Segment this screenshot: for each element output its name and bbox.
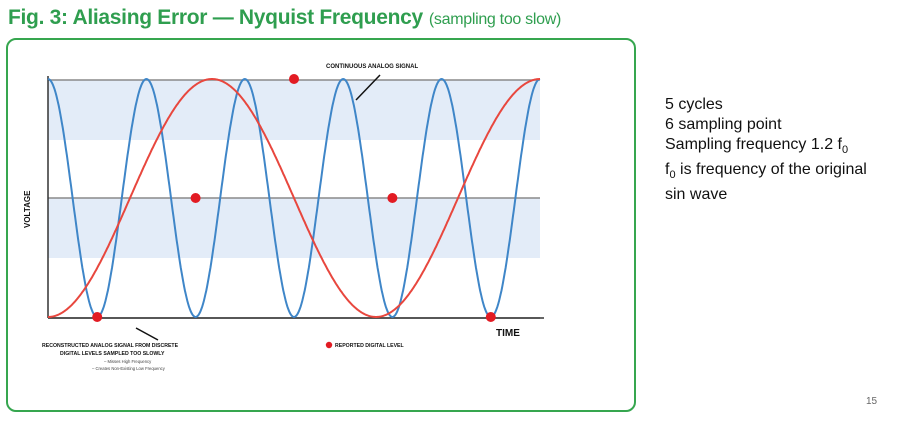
sample-point <box>289 74 299 84</box>
reconstructed-bullet-2: – Creates Non-Existing Low Frequency <box>92 366 166 371</box>
aliasing-diagram: CONTINUOUS ANALOG SIGNAL VOLTAGE TIME RE… <box>23 64 544 371</box>
reconstructed-bullet-1: – Misses High Frequency <box>104 359 152 364</box>
voltage-axis-label: VOLTAGE <box>23 190 32 228</box>
note-cycles: 5 cycles <box>665 96 723 113</box>
upper-band <box>48 80 540 140</box>
figure-title-main: Fig. 3: Aliasing Error — Nyquist Frequen… <box>8 6 423 29</box>
lower-band <box>48 198 540 258</box>
voltage-bands <box>48 80 540 258</box>
continuous-analog-signal <box>47 77 541 319</box>
note-sampling-points: 6 sampling point <box>665 116 782 133</box>
note-f0-symbol: f <box>665 161 670 179</box>
note-f0-sub: 0 <box>669 169 676 182</box>
reported-level-legend-dot <box>325 341 333 349</box>
figure-subtitle: (sampling too slow) <box>428 11 562 28</box>
reconstructed-signal <box>48 78 540 318</box>
reconstructed-label-line2: DIGITAL LEVELS SAMPLED TOO SLOWLY <box>60 351 165 357</box>
sample-points <box>92 74 496 322</box>
reconstructed-label-line1: RECONSTRUCTED ANALOG SIGNAL FROM DISCRET… <box>42 343 179 349</box>
sample-point <box>92 312 103 322</box>
figure-title: Fig. 3: Aliasing Error — Nyquist Frequen… <box>8 6 561 30</box>
figure-frame: CONTINUOUS ANALOG SIGNAL VOLTAGE TIME RE… <box>6 38 636 412</box>
sample-point <box>387 193 398 203</box>
note-f0-definition: f0 is frequency of the original <box>665 160 867 185</box>
note-sampling-frequency: Sampling frequency 1.2 f0 <box>665 135 867 160</box>
slide-notes: 5 cycles 6 sampling point Sampling frequ… <box>665 95 867 205</box>
reported-level-legend-label: REPORTED DIGITAL LEVEL <box>335 343 405 349</box>
continuous-signal-pointer <box>355 74 381 101</box>
page-number: 15 <box>866 396 878 407</box>
continuous-signal-label: CONTINUOUS ANALOG SIGNAL <box>326 64 418 70</box>
note-sampling-frequency-sub: 0 <box>842 144 849 157</box>
note-sine-wave: sin wave <box>665 186 728 204</box>
sample-point <box>485 312 496 322</box>
note-f0-text: is frequency of the original <box>675 161 867 179</box>
note-sampling-frequency-text: Sampling frequency 1.2 f <box>665 136 842 153</box>
sample-point <box>190 193 201 203</box>
time-axis-label: TIME <box>496 328 520 339</box>
reconstructed-signal-pointer <box>135 327 159 341</box>
